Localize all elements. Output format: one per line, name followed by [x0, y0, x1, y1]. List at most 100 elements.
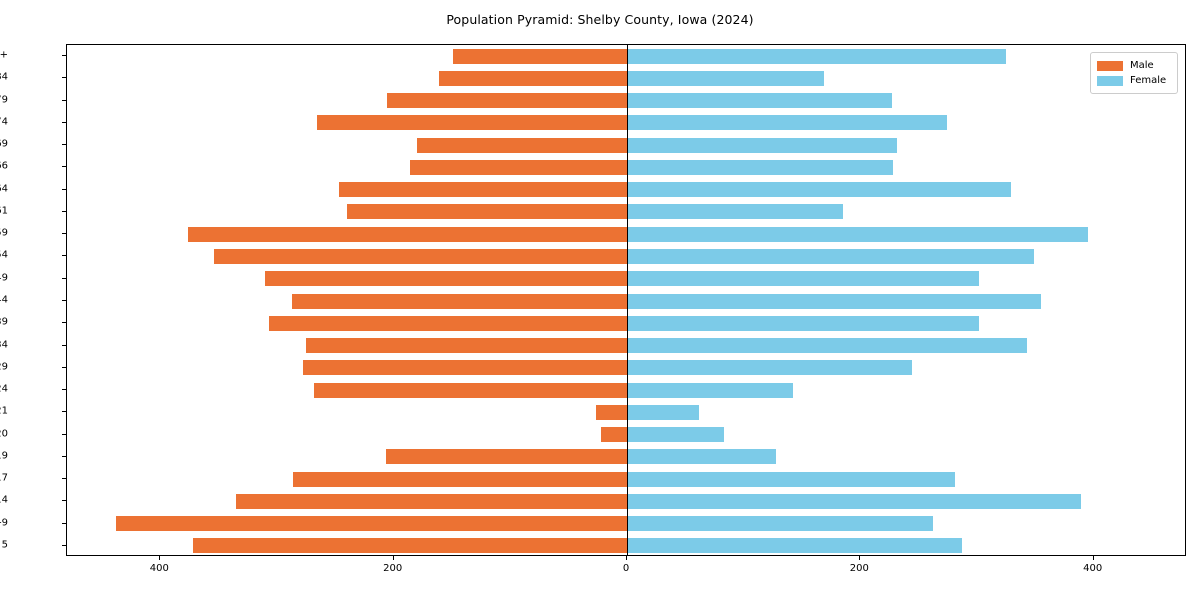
bar-female[interactable]	[627, 248, 1035, 264]
bar-male[interactable]	[193, 538, 627, 554]
y-tick-label: 65-66	[0, 160, 8, 172]
y-tick-mark	[62, 522, 66, 524]
y-tick-mark	[62, 411, 66, 413]
bar-row	[67, 93, 1185, 109]
bar-male[interactable]	[268, 315, 627, 331]
y-tick-label: 10-14	[0, 494, 8, 506]
bar-female[interactable]	[627, 48, 1007, 64]
bar-female[interactable]	[627, 115, 947, 131]
bar-row	[67, 516, 1185, 532]
y-tick-mark	[62, 188, 66, 190]
bar-male[interactable]	[188, 226, 627, 242]
bar-male[interactable]	[214, 248, 627, 264]
bar-female[interactable]	[627, 404, 700, 420]
bar-row	[67, 182, 1185, 198]
bar-row	[67, 493, 1185, 509]
x-tick-label: 200	[849, 563, 869, 574]
bar-male[interactable]	[116, 516, 627, 532]
zero-axis-line	[627, 45, 628, 555]
legend-swatch-female	[1097, 75, 1123, 86]
y-tick-label: 70-74	[0, 116, 8, 128]
bar-male[interactable]	[265, 271, 627, 287]
bar-female[interactable]	[627, 382, 793, 398]
y-tick-mark	[62, 500, 66, 502]
bar-female[interactable]	[627, 427, 724, 443]
bar-female[interactable]	[627, 159, 893, 175]
y-tick-mark	[62, 544, 66, 546]
bar-male[interactable]	[306, 338, 627, 354]
bar-female[interactable]	[627, 538, 962, 554]
y-tick-mark	[62, 455, 66, 457]
bar-male[interactable]	[417, 137, 627, 153]
bar-male[interactable]	[236, 493, 627, 509]
bar-male[interactable]	[439, 70, 627, 86]
y-tick-label: 67-69	[0, 138, 8, 150]
y-tick-label: 80-84	[0, 71, 8, 83]
y-tick-label: 62-64	[0, 183, 8, 195]
bar-row	[67, 48, 1185, 64]
bar-female[interactable]	[627, 204, 843, 220]
bar-male[interactable]	[386, 93, 627, 109]
bar-male[interactable]	[293, 471, 627, 487]
y-tick-label: 75-79	[0, 94, 8, 106]
y-tick-label: 18-19	[0, 450, 8, 462]
bar-row	[67, 248, 1185, 264]
bar-row	[67, 115, 1185, 131]
bar-row	[67, 360, 1185, 376]
bar-female[interactable]	[627, 226, 1088, 242]
bar-female[interactable]	[627, 516, 933, 532]
x-tick-label: 200	[383, 563, 403, 574]
legend-item-female[interactable]: Female	[1097, 73, 1171, 88]
bar-row	[67, 338, 1185, 354]
bar-male[interactable]	[302, 360, 627, 376]
y-tick-label: 20	[0, 428, 8, 440]
bar-row	[67, 226, 1185, 242]
x-tick-label: 400	[1083, 563, 1103, 574]
bar-male[interactable]	[453, 48, 627, 64]
bar-male[interactable]	[316, 115, 627, 131]
bar-female[interactable]	[627, 493, 1081, 509]
x-tick-label: 400	[149, 563, 169, 574]
y-tick-mark	[62, 99, 66, 101]
bar-male[interactable]	[410, 159, 627, 175]
bar-female[interactable]	[627, 360, 912, 376]
x-tick-mark	[392, 556, 394, 560]
y-tick-label: 50-54	[0, 249, 8, 261]
y-tick-mark	[62, 55, 66, 57]
bar-female[interactable]	[627, 70, 825, 86]
y-tick-label: 5-9	[0, 517, 8, 529]
bar-row	[67, 293, 1185, 309]
bar-female[interactable]	[627, 137, 897, 153]
bar-male[interactable]	[601, 427, 627, 443]
bar-female[interactable]	[627, 449, 777, 465]
y-tick-label: Under 5	[0, 539, 8, 551]
bar-female[interactable]	[627, 293, 1042, 309]
bar-female[interactable]	[627, 271, 980, 287]
bar-male[interactable]	[292, 293, 627, 309]
bar-row	[67, 471, 1185, 487]
y-tick-mark	[62, 210, 66, 212]
chart-legend: Male Female	[1090, 52, 1178, 94]
y-tick-mark	[62, 366, 66, 368]
bar-female[interactable]	[627, 315, 980, 331]
y-tick-mark	[62, 144, 66, 146]
bar-male[interactable]	[338, 182, 627, 198]
legend-label-female: Female	[1130, 75, 1167, 86]
bar-female[interactable]	[627, 471, 955, 487]
bar-male[interactable]	[314, 382, 627, 398]
bar-male[interactable]	[595, 404, 627, 420]
bar-row	[67, 538, 1185, 554]
x-tick-mark	[1092, 556, 1094, 560]
bar-female[interactable]	[627, 93, 892, 109]
bar-row	[67, 271, 1185, 287]
bar-row	[67, 404, 1185, 420]
bar-row	[67, 427, 1185, 443]
bar-female[interactable]	[627, 338, 1028, 354]
bar-male[interactable]	[385, 449, 627, 465]
y-tick-mark	[62, 166, 66, 168]
bar-row	[67, 159, 1185, 175]
bar-female[interactable]	[627, 182, 1011, 198]
bar-male[interactable]	[347, 204, 627, 220]
legend-item-male[interactable]: Male	[1097, 58, 1171, 73]
